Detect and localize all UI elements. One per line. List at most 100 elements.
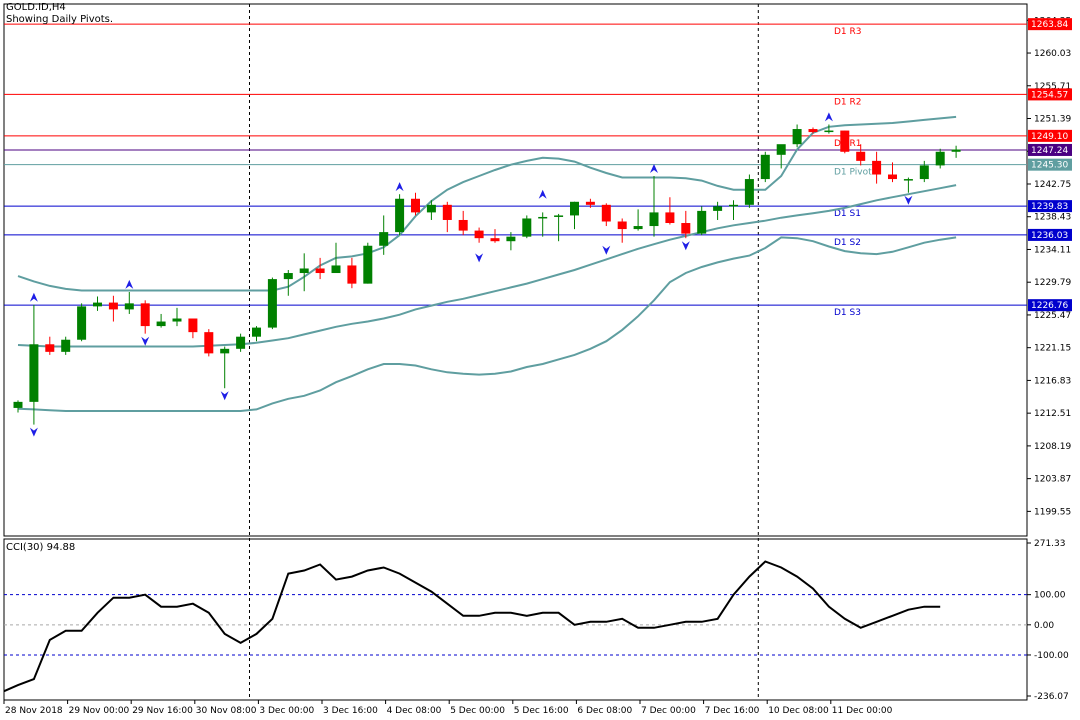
candle-body: [77, 306, 87, 340]
candle-body: [45, 344, 55, 352]
current-price-tag: [1028, 143, 1072, 156]
candle-body: [474, 230, 484, 239]
candle-body: [649, 212, 659, 227]
candle-body: [585, 201, 595, 205]
candle-body: [315, 268, 325, 274]
pivot-price-tag: [1028, 88, 1072, 101]
fractal-up-arrow: [824, 112, 833, 122]
candle-body: [204, 332, 214, 354]
candle-body: [713, 206, 723, 211]
candle-body: [538, 216, 548, 219]
candle-body: [951, 149, 961, 152]
candle-body: [554, 215, 564, 217]
time-tick-label: 3 Dec 16:00: [323, 706, 378, 716]
pivot-price-tag-text: 1263.84: [1031, 20, 1068, 30]
candle-body: [522, 218, 532, 237]
pivot-price-tag-text: 1249.10: [1031, 132, 1068, 142]
candle-body: [363, 245, 373, 284]
time-tick-label: 5 Dec 16:00: [514, 706, 569, 716]
price-tick-label: 1238.43: [1034, 213, 1071, 223]
candle-body: [156, 321, 166, 327]
cci-line: [3, 560, 941, 693]
candle-body: [808, 129, 818, 133]
pivot-price-tag-text: 1245.30: [1031, 161, 1068, 171]
price-tick-label: 1203.87: [1034, 475, 1071, 485]
cci-tick-label: -100.00: [1034, 651, 1069, 661]
cci-tick-label: 100.00: [1034, 591, 1066, 601]
time-tick-label: 7 Dec 16:00: [705, 706, 760, 716]
candle-body: [426, 204, 436, 213]
candle-body: [903, 179, 913, 181]
time-tick-label: 6 Dec 08:00: [577, 706, 632, 716]
candle-body: [29, 344, 39, 402]
price-tick-label: 1234.11: [1034, 245, 1071, 255]
fractal-down-arrow: [904, 195, 913, 205]
cci-tick-label: 0.00: [1034, 621, 1054, 631]
pivot-label: D1 R3: [834, 27, 862, 37]
price-panel-frame: [3, 3, 1028, 537]
candle-body: [729, 204, 738, 207]
fractal-down-arrow: [220, 391, 229, 401]
pivot-label: D1 S1: [834, 209, 861, 219]
candle-body: [124, 303, 134, 310]
candle-body: [697, 210, 707, 234]
candle-body: [61, 339, 71, 352]
time-tick-label: 7 Dec 00:00: [641, 706, 696, 716]
bollinger-middle-line: [17, 184, 957, 348]
price-tick-label: 1255.71: [1034, 82, 1071, 92]
candle-body: [220, 348, 230, 354]
candle-body: [379, 232, 389, 246]
cci-title: CCI(30) 94.88: [6, 542, 76, 553]
candle-body: [299, 268, 309, 274]
pivot-label: D1 S3: [834, 308, 861, 318]
fractal-up-arrow: [29, 292, 38, 302]
cci-tick-label: -236.07: [1034, 692, 1069, 702]
candle-body: [744, 179, 754, 205]
cci-tick-label: 271.33: [1034, 539, 1066, 549]
current-price-tag-text: 1247.24: [1031, 146, 1068, 156]
fractal-up-arrow: [395, 182, 404, 192]
candle-body: [458, 219, 468, 231]
candle-body: [506, 236, 516, 242]
price-tick-label: 1251.39: [1034, 115, 1071, 125]
candle-body: [935, 151, 945, 166]
time-axis: 28 Nov 2018 29 Nov 00:00 29 Nov 16:00 30 No…: [3, 700, 893, 716]
pivot-price-tag: [1028, 299, 1072, 312]
symbol-title: GOLD.ID,H4: [6, 2, 66, 13]
fractal-up-arrow: [125, 279, 134, 289]
candle-body: [93, 302, 102, 307]
candle-body: [172, 318, 182, 322]
price-tick-label: 1199.55: [1034, 507, 1071, 517]
candle-body: [792, 129, 802, 145]
price-tick-label: 1208.19: [1034, 442, 1071, 452]
time-tick-label: 28 Nov 2018: [5, 706, 63, 716]
time-tick-label: 11 Dec 00:00: [832, 706, 893, 716]
fractal-up-arrow: [538, 189, 547, 199]
price-tick-label: 1260.03: [1034, 49, 1071, 59]
candle-body: [188, 318, 198, 333]
pivots-caption: Showing Daily Pivots.: [6, 14, 114, 25]
candle-body: [888, 174, 897, 180]
pivot-price-tag-text: 1226.76: [1031, 301, 1068, 311]
candle-body: [601, 204, 611, 222]
pivot-price-tag-text: 1236.03: [1031, 231, 1068, 241]
fractal-down-arrow: [29, 427, 38, 437]
time-tick-label: 4 Dec 08:00: [387, 706, 442, 716]
candle-body: [347, 265, 357, 284]
pivot-price-tag: [1028, 158, 1072, 171]
candle-body: [856, 151, 866, 161]
time-tick-label: 10 Dec 08:00: [768, 706, 829, 716]
price-tick-label: 1229.79: [1034, 278, 1071, 288]
candle-body: [331, 265, 341, 274]
candle-body: [840, 130, 850, 152]
candle-body: [411, 198, 420, 213]
candle-body: [633, 226, 643, 230]
time-tick-label: 30 Nov 08:00: [196, 706, 257, 716]
candle-body: [13, 401, 23, 408]
fractal-down-arrow: [475, 253, 484, 263]
price-tick-label: 1225.47: [1034, 311, 1071, 321]
bollinger-lower-line: [17, 236, 957, 412]
fractal-down-arrow: [681, 241, 690, 251]
candle-body: [681, 223, 691, 234]
